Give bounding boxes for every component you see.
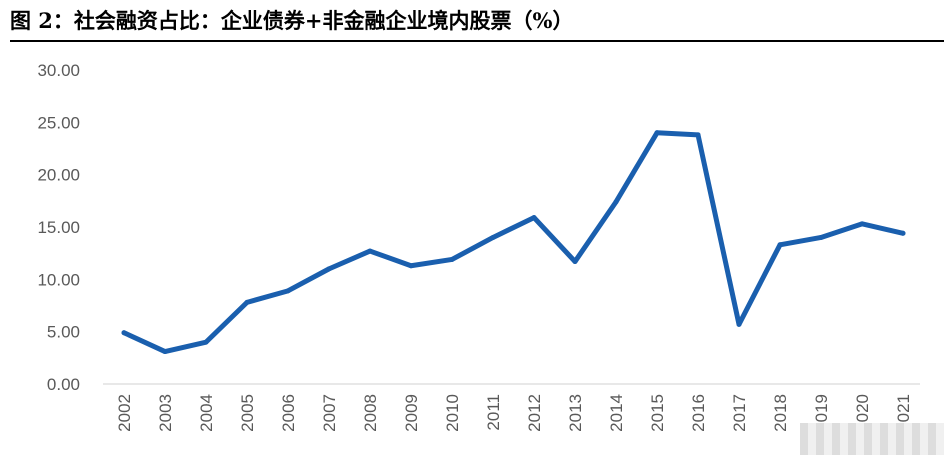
data-point (162, 349, 168, 355)
x-tick-label: 020 (853, 394, 872, 422)
x-tick-label: 2006 (279, 394, 298, 432)
title-rule (10, 40, 944, 42)
figure-title: 图 2：社会融资占比：企业债券+非金融企业境内股票（%） (10, 8, 574, 33)
x-tick-label: 2017 (730, 394, 749, 432)
y-tick-label: 25.00 (37, 113, 80, 132)
data-point (121, 330, 127, 336)
y-tick-label: 5.00 (47, 323, 80, 342)
x-tick-label: 2008 (361, 394, 380, 432)
y-tick-label: 10.00 (37, 270, 80, 289)
data-point (285, 288, 291, 294)
data-point (490, 234, 496, 240)
x-tick-label: 019 (812, 394, 831, 422)
x-tick-label: 2013 (566, 394, 585, 432)
data-point (736, 321, 742, 327)
series-layer (121, 130, 906, 355)
y-tick-label: 0.00 (47, 375, 80, 394)
data-point (695, 132, 701, 138)
series-line (121, 130, 906, 355)
x-tick-label: 021 (894, 394, 913, 422)
data-point (777, 242, 783, 248)
x-axis-ticks: 2002 2003 2004 2005 2006 2007 2008 2009 2010 2011… (115, 394, 913, 432)
data-point (408, 263, 414, 269)
data-point (818, 234, 824, 240)
data-point (367, 248, 373, 254)
x-tick-label: 2015 (648, 394, 667, 432)
x-tick-label: 2009 (402, 394, 421, 432)
x-tick-label: 2012 (525, 394, 544, 432)
x-tick-label: 2003 (156, 394, 175, 432)
data-point (531, 215, 537, 221)
data-point (613, 199, 619, 205)
x-tick-label: 2005 (238, 394, 257, 432)
x-tick-label: 2018 (771, 394, 790, 432)
y-axis-ticks: 0.00 5.00 10.00 15.00 20.00 25.00 30.00 (37, 61, 80, 394)
data-point (859, 221, 865, 227)
y-tick-label: 30.00 (37, 61, 80, 80)
data-point (326, 266, 332, 272)
data-point (449, 256, 455, 262)
x-tick-label: 2014 (607, 394, 626, 432)
y-tick-label: 15.00 (37, 218, 80, 237)
x-tick-label: 2004 (197, 394, 216, 432)
x-tick-label: 2002 (115, 394, 134, 432)
data-point (900, 230, 906, 236)
x-tick-label: 2011 (484, 394, 503, 431)
x-tick-label: 2010 (443, 394, 462, 432)
data-point (654, 130, 660, 136)
data-point (572, 259, 578, 265)
x-tick-label: 2016 (689, 394, 708, 432)
data-point (203, 339, 209, 345)
x-tick-label: 2007 (320, 394, 339, 432)
y-tick-label: 20.00 (37, 166, 80, 185)
data-point (244, 299, 250, 305)
watermark (800, 423, 944, 455)
